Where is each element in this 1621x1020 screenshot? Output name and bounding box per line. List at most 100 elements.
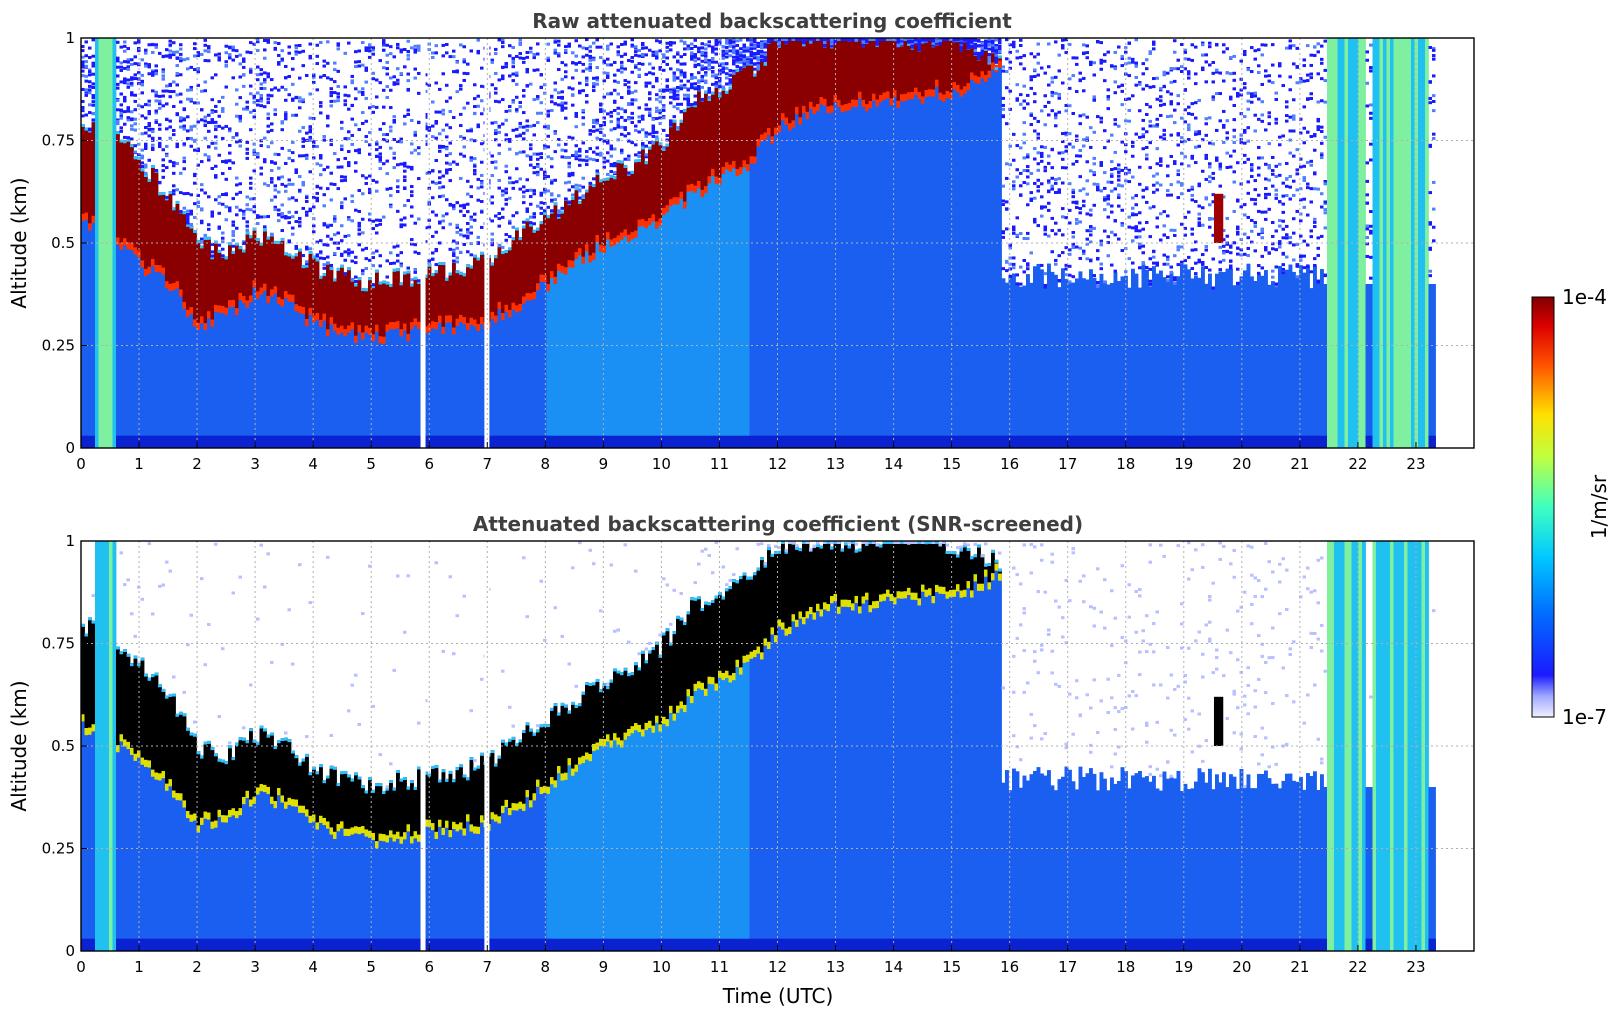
time-column bbox=[312, 73, 316, 448]
noise-pixel bbox=[305, 260, 309, 264]
cloud-cell bbox=[760, 58, 764, 141]
noise-pixel bbox=[763, 58, 767, 62]
cloud-base-edge bbox=[452, 327, 456, 335]
time-column bbox=[539, 73, 544, 448]
boundary-layer-cell bbox=[161, 273, 166, 448]
cloud-base-edge bbox=[161, 267, 166, 275]
noise-pixel bbox=[189, 136, 193, 140]
noise-pixel bbox=[410, 194, 414, 198]
time-column bbox=[112, 38, 117, 448]
time-column bbox=[382, 39, 386, 448]
noise-pixel bbox=[445, 198, 449, 202]
noise-pixel bbox=[942, 38, 946, 41]
noise-pixel bbox=[424, 127, 428, 131]
boundary-layer-cell bbox=[490, 317, 495, 448]
noise-pixel bbox=[154, 111, 158, 115]
noise-pixel bbox=[529, 163, 533, 167]
noise-pixel bbox=[361, 90, 365, 94]
surface-cell bbox=[658, 435, 663, 448]
time-column bbox=[823, 38, 827, 449]
noise-pixel bbox=[301, 183, 305, 187]
noise-pixel bbox=[161, 104, 165, 108]
noise-pixel bbox=[683, 71, 687, 75]
noise-pixel bbox=[224, 205, 228, 209]
noise-pixel bbox=[151, 136, 155, 140]
noise-pixel bbox=[802, 40, 806, 44]
noise-pixel bbox=[193, 215, 197, 219]
noise-pixel bbox=[714, 73, 718, 77]
noise-pixel bbox=[217, 52, 221, 56]
cloud-top-edge bbox=[518, 237, 523, 241]
boundary-layer-cell bbox=[802, 111, 806, 448]
cloud-top-edge bbox=[217, 249, 222, 253]
cloud-base-edge bbox=[123, 238, 127, 246]
cloud-top-edge bbox=[410, 283, 414, 287]
noise-pixel bbox=[221, 109, 225, 113]
noise-pixel bbox=[273, 205, 277, 209]
noise-pixel bbox=[270, 128, 274, 132]
noise-pixel bbox=[287, 93, 291, 97]
time-column bbox=[497, 38, 502, 448]
noise-pixel bbox=[623, 118, 627, 122]
noise-pixel bbox=[655, 79, 659, 83]
boundary-layer-cell bbox=[347, 331, 351, 448]
surface-cell bbox=[333, 435, 337, 448]
noise-pixel bbox=[396, 42, 400, 46]
noise-pixel bbox=[322, 168, 326, 172]
noise-pixel bbox=[242, 57, 246, 61]
noise-pixel bbox=[238, 96, 242, 100]
noise-pixel bbox=[144, 146, 148, 150]
noise-pixel bbox=[522, 220, 526, 224]
boundary-layer-cell bbox=[886, 97, 890, 448]
surface-cell bbox=[763, 435, 768, 448]
noise-pixel bbox=[592, 41, 596, 45]
noise-pixel bbox=[518, 105, 522, 109]
cloud-cell bbox=[564, 197, 568, 274]
noise-pixel bbox=[529, 82, 533, 86]
cloud-cell bbox=[417, 280, 421, 328]
noise-pixel bbox=[592, 89, 596, 93]
cloud-base-edge bbox=[284, 290, 288, 299]
cloud-cell bbox=[144, 174, 148, 275]
noise-pixel bbox=[546, 56, 550, 60]
noise-pixel bbox=[480, 225, 484, 229]
noise-pixel bbox=[336, 84, 340, 88]
noise-pixel bbox=[350, 81, 354, 85]
noise-pixel bbox=[928, 38, 932, 41]
surface-cell bbox=[560, 435, 565, 448]
time-column bbox=[455, 59, 460, 448]
noise-pixel bbox=[287, 240, 291, 244]
time-column bbox=[858, 38, 862, 448]
noise-pixel bbox=[256, 40, 260, 44]
cloud-top-edge bbox=[574, 187, 579, 191]
cloud-top-edge bbox=[228, 242, 232, 246]
noise-pixel bbox=[182, 107, 186, 111]
noise-pixel bbox=[518, 56, 522, 60]
cloud-cell bbox=[655, 138, 659, 228]
boundary-layer-cell bbox=[259, 293, 264, 448]
noise-pixel bbox=[126, 116, 130, 120]
surface-cell bbox=[490, 435, 495, 448]
boundary-layer-cell bbox=[924, 96, 929, 448]
boundary-layer-cell bbox=[511, 308, 516, 448]
noise-pixel bbox=[588, 132, 592, 136]
noise-pixel bbox=[340, 120, 344, 124]
noise-pixel bbox=[574, 62, 578, 66]
cloud-cell bbox=[952, 39, 957, 89]
boundary-layer-cell bbox=[270, 295, 274, 448]
noise-pixel bbox=[466, 236, 470, 240]
time-column bbox=[711, 45, 715, 448]
cloud-base-edge bbox=[959, 89, 964, 97]
noise-pixel bbox=[350, 74, 354, 78]
noise-pixel bbox=[196, 83, 200, 87]
cloud-top-edge bbox=[532, 229, 537, 233]
cloud-base-edge bbox=[175, 281, 180, 289]
boundary-layer-cell bbox=[854, 105, 859, 449]
cloud-base-edge bbox=[403, 323, 407, 331]
noise-pixel bbox=[389, 125, 393, 129]
time-column bbox=[963, 38, 967, 449]
noise-pixel bbox=[81, 114, 85, 118]
noise-pixel bbox=[347, 248, 351, 252]
noise-pixel bbox=[574, 144, 578, 148]
noise-pixel bbox=[336, 241, 340, 245]
